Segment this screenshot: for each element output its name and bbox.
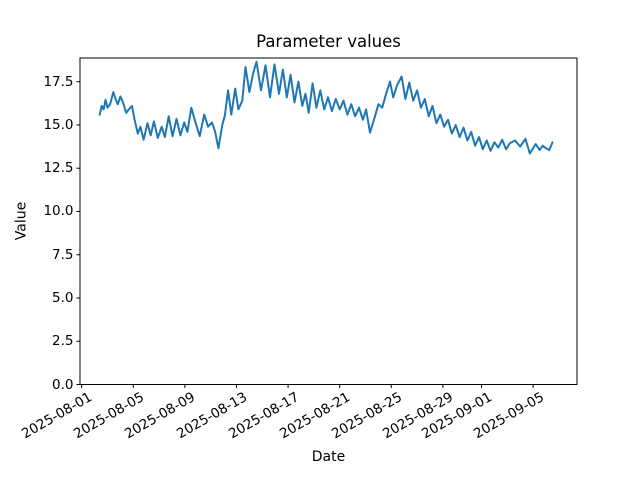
y-tick-label: 17.5 [43, 73, 74, 90]
y-tick-label: 2.5 [52, 333, 74, 350]
plot-border [79, 57, 578, 385]
y-tick-label: 7.5 [52, 246, 74, 263]
y-tick-label: 15.0 [43, 116, 74, 133]
x-axis-label: Date [311, 449, 346, 465]
y-tick-label: 5.0 [52, 289, 74, 306]
y-axis-label: Value [13, 201, 30, 241]
y-tick-label: 12.5 [43, 160, 74, 177]
chart-title: Parameter values [256, 32, 401, 51]
y-tick-label: 10.0 [43, 203, 74, 220]
y-tick-label: 0.0 [52, 376, 74, 393]
data-line [98, 60, 554, 155]
